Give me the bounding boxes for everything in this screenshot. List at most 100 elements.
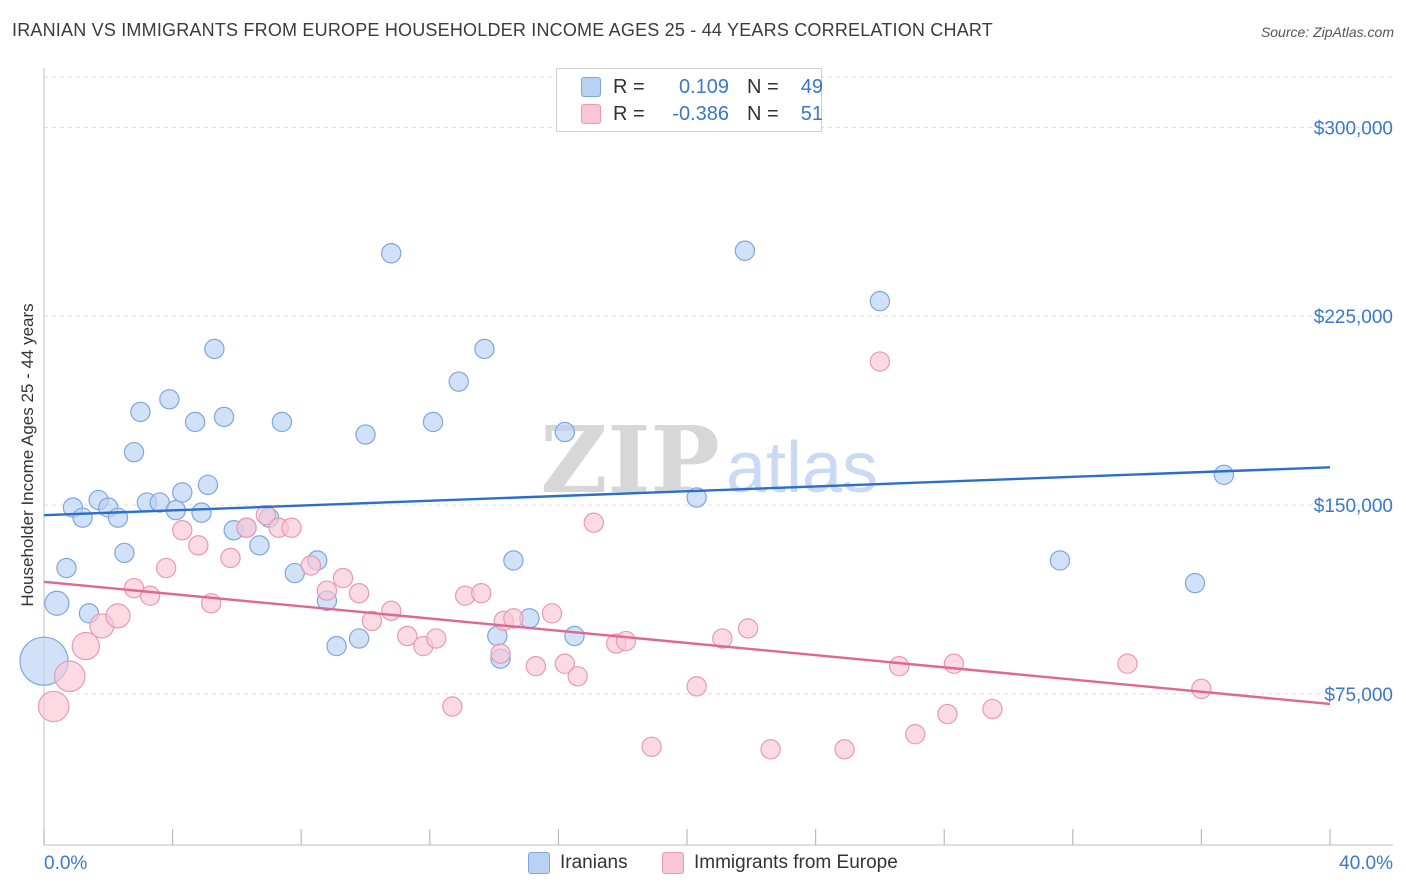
europe-point bbox=[105, 603, 131, 629]
legend-n-value: 51 bbox=[800, 102, 823, 125]
iranian-point bbox=[159, 389, 180, 410]
legend-label-iranians: Iranians bbox=[560, 852, 628, 873]
chart-title: IRANIAN VS IMMIGRANTS FROM EUROPE HOUSEH… bbox=[12, 20, 993, 40]
europe-point bbox=[300, 555, 322, 576]
iranian-point bbox=[204, 338, 225, 360]
y-tick-label: $300,000 bbox=[1314, 118, 1393, 139]
europe-point bbox=[1191, 678, 1212, 700]
legend-r-value: 0.109 bbox=[678, 75, 729, 98]
europe-point bbox=[686, 676, 707, 697]
points-layer bbox=[19, 240, 1235, 760]
watermark-atlas: atlas bbox=[726, 428, 878, 508]
iranian-point bbox=[107, 507, 129, 528]
x-tick-label-max: 40.0% bbox=[1339, 853, 1393, 874]
y-tick-label: $225,000 bbox=[1314, 307, 1393, 328]
europe-point bbox=[471, 582, 492, 604]
correlation-legend: R = 0.109 N = 49 R = -0.386 N = 51 bbox=[556, 68, 823, 132]
y-tick-label: $75,000 bbox=[1324, 685, 1393, 706]
europe-point bbox=[641, 736, 662, 757]
iranian-point bbox=[326, 635, 347, 657]
europe-point bbox=[348, 582, 370, 604]
legend-swatch-iranians bbox=[528, 852, 550, 874]
legend-swatch-blue bbox=[581, 77, 601, 97]
legend-n-value: 49 bbox=[800, 75, 823, 98]
y-axis-label: Householder Income Ages 25 - 44 years bbox=[18, 303, 37, 607]
europe-point bbox=[53, 660, 86, 693]
europe-point bbox=[712, 628, 733, 649]
iranian-point bbox=[213, 406, 235, 428]
europe-point bbox=[760, 739, 781, 760]
trend-layer bbox=[43, 466, 1331, 706]
europe-point bbox=[426, 628, 447, 649]
legend-item-europe[interactable]: Immigrants from Europe bbox=[662, 852, 898, 874]
europe-point bbox=[220, 547, 241, 569]
europe-point bbox=[172, 520, 193, 541]
europe-point bbox=[442, 696, 463, 717]
iranian-point bbox=[734, 240, 756, 261]
europe-point bbox=[937, 703, 958, 725]
legend-n-label: N = bbox=[747, 75, 779, 98]
iranian-point bbox=[686, 487, 707, 508]
europe-point bbox=[71, 631, 100, 661]
europe-point bbox=[490, 643, 511, 664]
iranian-point bbox=[197, 474, 219, 496]
iranian-point bbox=[554, 421, 576, 443]
source-label: Source: ZipAtlas.com bbox=[1260, 24, 1394, 40]
europe-point bbox=[888, 656, 910, 677]
europe-point bbox=[905, 724, 926, 745]
europe-point bbox=[1117, 653, 1138, 674]
europe-point bbox=[541, 603, 563, 624]
europe-point bbox=[554, 653, 576, 674]
legend-r-label: R = bbox=[613, 102, 645, 125]
europe-point bbox=[737, 618, 759, 639]
legend-label-europe: Immigrants from Europe bbox=[694, 852, 898, 873]
iranian-point bbox=[422, 411, 444, 433]
iranian-point bbox=[869, 290, 891, 312]
y-tick-label: $150,000 bbox=[1314, 496, 1393, 517]
europe-point bbox=[567, 666, 588, 687]
iranian-point bbox=[348, 628, 370, 649]
europe-point bbox=[361, 610, 383, 632]
europe-point bbox=[583, 512, 604, 533]
legend-swatch-europe bbox=[662, 852, 684, 874]
europe-point bbox=[255, 504, 277, 526]
iranian-point bbox=[1213, 464, 1235, 486]
europe-point bbox=[943, 653, 965, 674]
iranian-point bbox=[72, 507, 93, 528]
europe-point bbox=[316, 580, 338, 601]
iranian-trend-line bbox=[43, 466, 1331, 517]
iranian-point bbox=[172, 482, 193, 503]
europe-point bbox=[188, 535, 209, 556]
europe-point bbox=[236, 517, 257, 538]
europe-point bbox=[155, 557, 177, 579]
europe-point bbox=[37, 690, 70, 723]
europe-trend-line bbox=[43, 580, 1331, 706]
iranian-point bbox=[448, 371, 469, 392]
iranian-point bbox=[474, 338, 495, 360]
iranian-point bbox=[191, 502, 212, 523]
iranian-point bbox=[1049, 550, 1071, 571]
iranian-point bbox=[130, 401, 151, 423]
legend-row-europe: R = -0.386 N = 51 bbox=[581, 102, 823, 126]
europe-point bbox=[397, 625, 418, 647]
iranian-point bbox=[271, 411, 293, 433]
legend-row-iranians: R = 0.109 N = 49 bbox=[581, 75, 823, 99]
iranian-point bbox=[249, 535, 270, 556]
europe-point bbox=[982, 698, 1003, 720]
europe-point bbox=[869, 351, 891, 372]
iranian-point bbox=[184, 411, 206, 433]
europe-point bbox=[332, 567, 354, 589]
iranian-point bbox=[123, 441, 145, 463]
axis-layer bbox=[43, 68, 1393, 846]
legend-r-value: -0.386 bbox=[672, 102, 729, 125]
legend-item-iranians[interactable]: Iranians bbox=[528, 852, 628, 874]
europe-point bbox=[615, 630, 637, 652]
europe-point bbox=[381, 600, 402, 622]
europe-point bbox=[834, 739, 855, 760]
iranian-point bbox=[44, 590, 70, 616]
europe-point bbox=[503, 608, 524, 629]
iranian-point bbox=[355, 424, 376, 445]
europe-point bbox=[139, 585, 161, 606]
iranian-point bbox=[114, 542, 135, 564]
